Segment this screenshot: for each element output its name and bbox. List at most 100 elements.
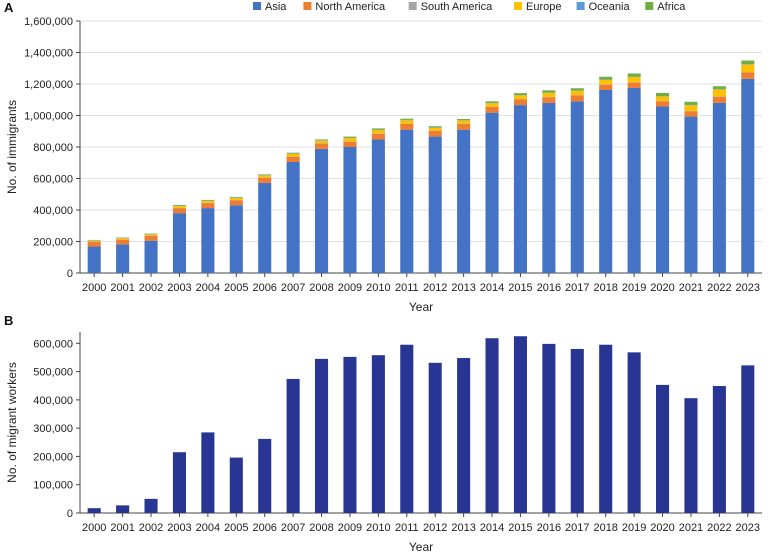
bar-europe — [258, 175, 272, 178]
bar-europe — [286, 153, 300, 157]
legend-entry: Oceania — [589, 1, 631, 13]
x-tick-label: 2010 — [366, 522, 390, 534]
bar-europe — [513, 95, 527, 100]
bar-africa — [542, 90, 556, 93]
legend-swatch — [303, 2, 312, 10]
bar-north-america — [656, 101, 670, 107]
bar-migrant-workers — [485, 338, 499, 513]
bar-europe — [457, 120, 471, 124]
chart-a-y-axis-label: No. of immigrants — [5, 100, 19, 194]
x-tick-label: 2022 — [707, 522, 731, 534]
chart-b-y-axis-label: No. of migrant workers — [5, 362, 19, 483]
x-tick-label: 2017 — [565, 282, 589, 294]
bar-europe — [570, 90, 584, 96]
bar-migrant-workers — [286, 378, 300, 513]
x-tick-label: 2003 — [167, 522, 191, 534]
bar-asia — [371, 139, 385, 273]
bar-asia — [741, 78, 755, 274]
bar-europe — [371, 129, 385, 134]
bar-migrant-workers — [684, 398, 698, 513]
bar-africa — [229, 197, 243, 198]
x-tick-label: 2016 — [537, 282, 561, 294]
bar-asia — [570, 101, 584, 273]
x-tick-label: 2009 — [338, 522, 362, 534]
bar-europe — [172, 205, 186, 208]
x-tick-label: 2023 — [736, 282, 760, 294]
x-tick-label: 2014 — [480, 282, 504, 294]
bar-migrant-workers — [87, 508, 101, 513]
bar-north-america — [457, 124, 471, 130]
bar-africa — [570, 88, 584, 91]
bar-asia — [542, 102, 556, 274]
x-tick-label: 2000 — [82, 282, 106, 294]
x-tick-label: 2015 — [508, 522, 532, 534]
bar-africa — [741, 60, 755, 65]
x-tick-label: 2016 — [537, 522, 561, 534]
y-tick-label: 500,000 — [33, 367, 73, 379]
x-tick-label: 2003 — [167, 282, 191, 294]
x-tick-label: 2002 — [139, 522, 163, 534]
bar-migrant-workers — [656, 384, 670, 513]
y-tick-label: 300,000 — [33, 423, 73, 435]
chart-a-immigrants: 0 200,000 400,000 600,000 800,000 1,000,000 1,… — [24, 16, 762, 294]
x-tick-label: 2020 — [650, 522, 674, 534]
bar-asia — [400, 129, 414, 273]
bar-north-america — [286, 156, 300, 162]
bar-asia — [343, 147, 357, 273]
x-tick-label: 2002 — [139, 282, 163, 294]
x-tick-label: 2000 — [82, 522, 106, 534]
y-tick-label: 100,000 — [33, 480, 73, 492]
panel-b-label: B — [4, 313, 13, 328]
bar-asia — [599, 89, 613, 273]
bar-europe — [712, 89, 726, 97]
x-tick-label: 2023 — [736, 522, 760, 534]
bar-asia — [627, 87, 641, 273]
bar-north-america — [599, 84, 613, 90]
bar-europe — [116, 238, 130, 240]
x-tick-label: 2001 — [110, 522, 134, 534]
bar-africa — [315, 139, 329, 141]
bar-north-america — [229, 200, 243, 206]
legend-entry: South America — [421, 1, 493, 13]
bar-north-america — [513, 99, 527, 106]
legend-swatch — [408, 2, 417, 10]
bar-migrant-workers — [457, 358, 471, 513]
bar-africa — [201, 199, 215, 201]
x-tick-label: 2004 — [196, 522, 220, 534]
bar-migrant-workers — [343, 356, 357, 513]
bar-migrant-workers — [229, 457, 243, 513]
bar-north-america — [741, 72, 755, 79]
bar-asia — [428, 136, 442, 273]
bar-africa — [343, 136, 357, 138]
legend-entry: Asia — [265, 1, 287, 13]
x-tick-label: 2019 — [622, 282, 646, 294]
bar-north-america — [87, 241, 101, 247]
x-tick-label: 2008 — [309, 282, 333, 294]
x-tick-label: 2004 — [196, 282, 220, 294]
y-tick-label: 1,400,000 — [24, 48, 73, 60]
bar-migrant-workers — [627, 352, 641, 513]
x-tick-label: 2008 — [309, 522, 333, 534]
bar-europe — [542, 92, 556, 97]
x-tick-label: 2018 — [593, 282, 617, 294]
bar-asia — [144, 240, 158, 273]
bar-asia — [457, 129, 471, 273]
bar-africa — [400, 118, 414, 120]
x-tick-label: 2001 — [110, 282, 134, 294]
bar-europe — [144, 234, 158, 236]
legend-entry: Europe — [526, 1, 561, 13]
bar-migrant-workers — [542, 343, 556, 513]
x-tick-label: 2006 — [252, 282, 276, 294]
x-tick-label: 2017 — [565, 522, 589, 534]
bar-asia — [315, 148, 329, 273]
y-tick-label: 200,000 — [33, 237, 73, 249]
bar-north-america — [542, 97, 556, 103]
bar-africa — [428, 126, 442, 128]
legend-swatch — [645, 2, 654, 10]
x-tick-label: 2010 — [366, 282, 390, 294]
x-tick-label: 2007 — [281, 522, 305, 534]
x-tick-label: 2013 — [451, 282, 475, 294]
bar-north-america — [428, 130, 442, 137]
x-tick-label: 2022 — [707, 282, 731, 294]
bar-asia — [201, 208, 215, 273]
